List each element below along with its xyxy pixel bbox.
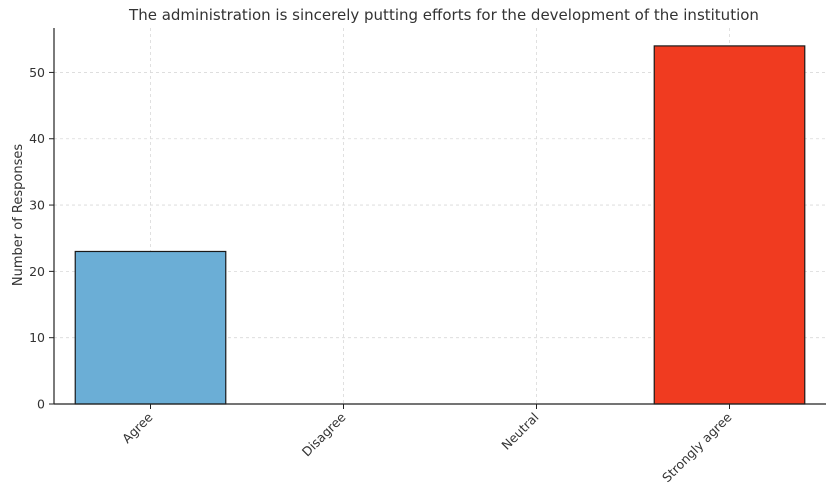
y-tick-layer: 0 10 20 30 40 50 [29,65,54,412]
y-axis-title: Number of Responses [11,144,26,286]
y-tick-label: 40 [29,131,45,146]
axis-layer [53,28,826,405]
y-tick-label: 10 [29,330,45,345]
y-tick-label: 20 [29,264,45,279]
bar-strongly-agree [653,45,806,405]
x-tick-label: Strongly agree [659,409,735,485]
bar-layer [74,45,806,405]
y-tick-label: 0 [37,397,45,412]
y-tick-label: 50 [29,65,45,80]
bar-agree [74,250,227,405]
x-tick-layer: Agree Disagree Neutral Strongly agree [119,404,735,485]
x-tick-label: Neutral [498,410,541,453]
x-tick-label: Disagree [299,409,349,459]
x-tick-label: Agree [119,409,156,446]
chart-title: The administration is sincerely putting … [128,6,759,24]
y-tick-label: 30 [29,198,45,213]
